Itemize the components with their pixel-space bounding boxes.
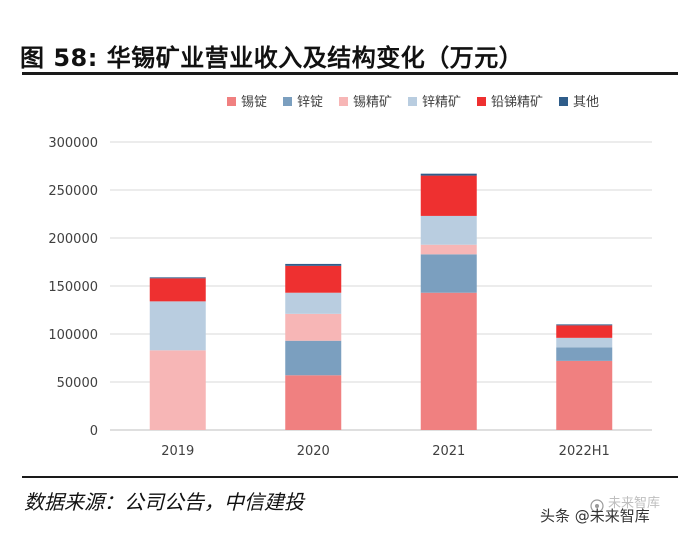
stacked-bar-chart: 0 50000 100000 150000 200000 250000 300000 201… [48, 95, 652, 459]
x-tick-label: 2020 [297, 444, 330, 459]
bar-segment-2020-2 [285, 313, 342, 341]
legend-label: 锌精矿 [422, 95, 461, 110]
bar-segment-2021-4 [420, 175, 477, 216]
legend-item-4: 铅锑精矿 [477, 95, 543, 110]
legend-label: 锌锭 [297, 95, 323, 110]
bar-stack-2021 [420, 173, 477, 430]
bar-segment-2022H1-4 [556, 325, 613, 338]
bar-segment-2020-5 [285, 263, 342, 266]
legend-swatch [339, 97, 348, 106]
legend-label: 其他 [573, 95, 599, 110]
bar-segment-2020-3 [285, 292, 342, 314]
y-tick-label: 250000 [48, 184, 98, 199]
legend-item-5: 其他 [559, 95, 599, 110]
bar-stack-2020 [285, 263, 342, 430]
bar-segment-2021-1 [420, 254, 477, 293]
bar-segment-2021-0 [420, 292, 477, 430]
legend-label: 铅锑精矿 [491, 95, 543, 110]
legend-swatch [408, 97, 417, 106]
bar-segment-2020-4 [285, 265, 342, 293]
legend-swatch [559, 97, 568, 106]
y-axis: 0 50000 100000 150000 200000 250000 300000 [48, 136, 98, 439]
x-tick-label: 2019 [161, 444, 194, 459]
legend-swatch [227, 97, 236, 106]
title-rule [22, 72, 678, 75]
bar-segment-2019-5 [149, 277, 206, 279]
legend-item-1: 锌锭 [283, 95, 323, 110]
x-tick-label: 2022H1 [559, 444, 610, 459]
watermark-text: 头条 @未来智库 [540, 507, 650, 525]
legend-swatch [477, 97, 486, 106]
bar-segment-2020-1 [285, 340, 342, 376]
bar-stacks [149, 173, 613, 430]
y-tick-label: 200000 [48, 232, 98, 247]
y-tick-label: 0 [90, 424, 98, 439]
y-tick-label: 300000 [48, 136, 98, 151]
bar-segment-2022H1-5 [556, 324, 613, 326]
legend-label: 锡锭 [241, 95, 267, 110]
bar-segment-2019-2 [149, 350, 206, 430]
bar-segment-2022H1-3 [556, 337, 613, 348]
bar-segment-2019-4 [149, 278, 206, 302]
bar-stack-2019 [149, 277, 206, 430]
legend-item-3: 锌精矿 [408, 95, 461, 110]
watermark-ghost-text: 未来智库 [608, 496, 661, 511]
bar-stack-2022H1 [556, 324, 613, 430]
source-note: 数据来源：公司公告，中信建投 [24, 490, 304, 514]
bar-segment-2019-3 [149, 301, 206, 351]
bar-segment-2021-3 [420, 215, 477, 245]
y-tick-label: 150000 [48, 280, 98, 295]
source-rule [22, 476, 678, 478]
legend: 锡锭 锌锭 锡精矿 锌精矿 铅锑精矿 其他 [227, 95, 599, 110]
figure-title: 图 58: 华锡矿业营业收入及结构变化（万元） [20, 44, 524, 72]
bar-segment-2021-2 [420, 244, 477, 255]
legend-label: 锡精矿 [353, 95, 392, 110]
bar-segment-2021-5 [420, 173, 477, 176]
bar-segment-2020-0 [285, 375, 342, 430]
legend-item-0: 锡锭 [227, 95, 267, 110]
x-tick-label: 2021 [432, 444, 465, 459]
y-tick-label: 100000 [48, 328, 98, 343]
y-tick-label: 50000 [57, 376, 98, 391]
watermark-icon [590, 499, 604, 513]
legend-item-2: 锡精矿 [339, 95, 392, 110]
x-axis: 2019 2020 2021 2022H1 [161, 444, 610, 459]
legend-swatch [283, 97, 292, 106]
bar-segment-2022H1-0 [556, 360, 613, 430]
bar-segment-2022H1-1 [556, 347, 613, 361]
